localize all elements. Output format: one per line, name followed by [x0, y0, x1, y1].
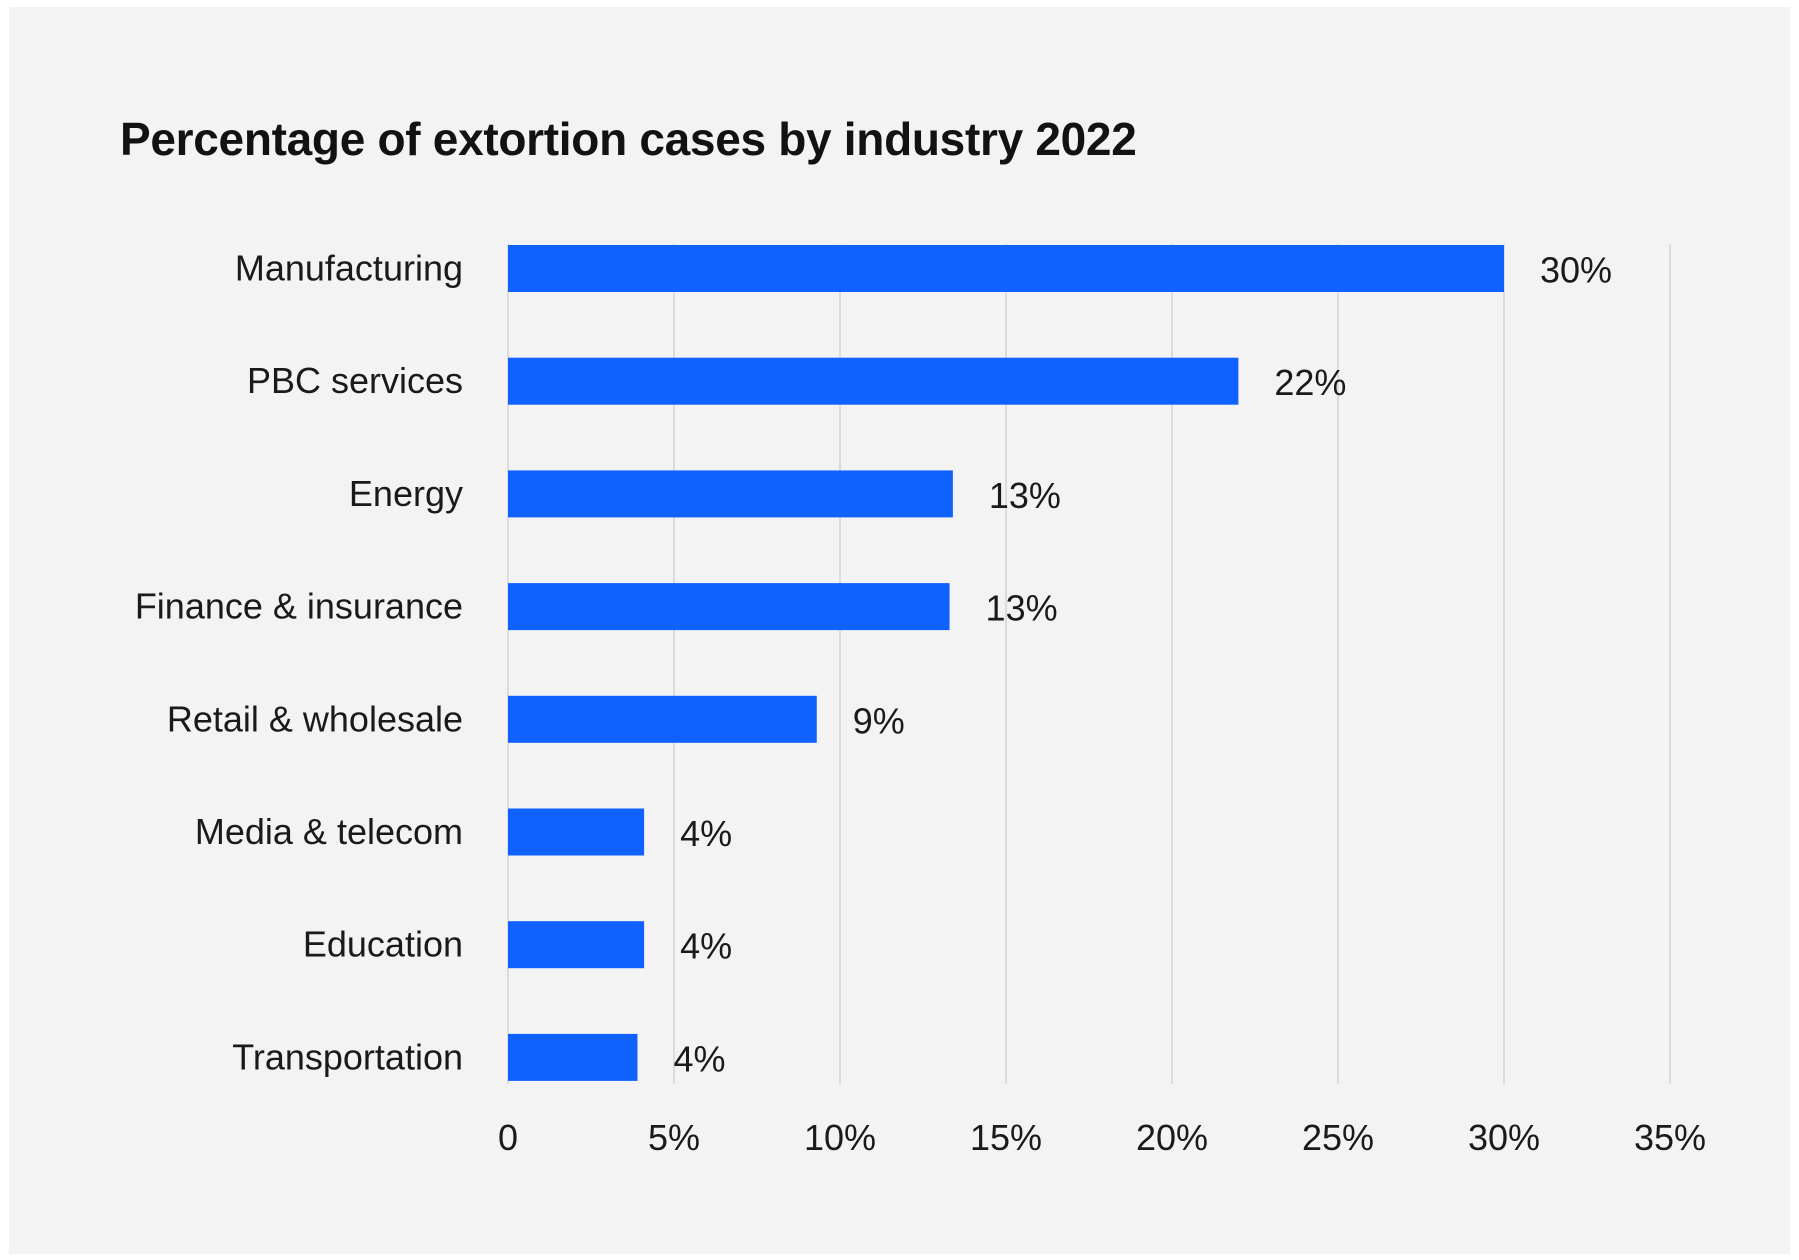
bar	[508, 1033, 638, 1081]
x-tick-label: 20%	[1136, 1117, 1208, 1158]
bar-value-label: 4%	[673, 1038, 725, 1079]
x-axis-tick-labels: 0 5% 10% 15% 20% 25% 30% 35%	[498, 1117, 1706, 1158]
bar	[508, 583, 950, 631]
bar-value-label: 30%	[1540, 250, 1612, 291]
bars	[508, 245, 1504, 1081]
bar-value-label: 4%	[680, 813, 732, 854]
category-label: Finance & insurance	[135, 586, 463, 627]
bar	[508, 695, 817, 743]
category-label: Energy	[349, 473, 463, 514]
chart-card	[9, 7, 1790, 1254]
x-tick-label: 15%	[970, 1117, 1042, 1158]
bar-value-label: 13%	[989, 475, 1061, 516]
x-tick-label: 5%	[648, 1117, 700, 1158]
category-label: Transportation	[232, 1036, 463, 1077]
bar	[508, 245, 1504, 292]
bar-value-label: 13%	[986, 588, 1058, 629]
x-tick-label: 25%	[1302, 1117, 1374, 1158]
x-tick-label: 0	[498, 1117, 518, 1158]
x-tick-label: 10%	[804, 1117, 876, 1158]
x-tick-label: 30%	[1468, 1117, 1540, 1158]
value-labels: 30% 22% 13% 13% 9% 4% 4% 4%	[673, 250, 1612, 1080]
bar	[508, 808, 645, 856]
bar	[508, 921, 645, 969]
bar-value-label: 4%	[680, 926, 732, 967]
category-label: PBC services	[247, 360, 463, 401]
bar	[508, 357, 1239, 405]
category-label: Education	[303, 924, 463, 965]
category-label: Retail & wholesale	[167, 698, 463, 739]
chart-title: Percentage of extortion cases by industr…	[120, 113, 1137, 165]
bar-value-label: 9%	[853, 700, 905, 741]
x-tick-label: 35%	[1634, 1117, 1706, 1158]
bar	[508, 470, 953, 518]
category-labels: Manufacturing PBC services Energy Finance &…	[135, 248, 463, 1078]
bar-value-label: 22%	[1274, 362, 1346, 403]
category-label: Media & telecom	[195, 811, 463, 852]
category-label: Manufacturing	[235, 248, 463, 289]
